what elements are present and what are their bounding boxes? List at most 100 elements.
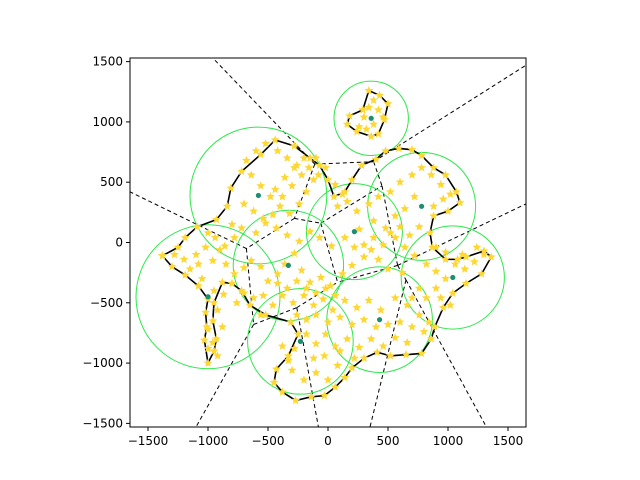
data-point — [347, 175, 357, 184]
data-point — [315, 233, 324, 242]
data-point — [374, 105, 383, 114]
data-point — [431, 266, 441, 276]
data-point — [263, 276, 273, 285]
cluster-center — [419, 203, 425, 209]
x-tick-label: 1000 — [433, 434, 464, 448]
data-point — [167, 262, 177, 271]
data-point — [210, 233, 220, 242]
coverage-circle — [247, 288, 354, 395]
data-point — [364, 86, 374, 95]
data-point — [270, 135, 280, 144]
data-point — [294, 199, 304, 208]
data-point — [354, 122, 364, 131]
data-point — [249, 206, 258, 215]
y-tick-label: −500 — [90, 296, 123, 310]
data-point — [401, 350, 411, 359]
data-point — [354, 342, 364, 352]
data-point — [323, 375, 333, 384]
data-point — [429, 163, 438, 172]
x-tick-label: −500 — [252, 434, 285, 448]
data-point — [374, 129, 383, 138]
data-point — [299, 153, 309, 162]
data-point — [222, 201, 232, 210]
data-point — [294, 236, 304, 245]
data-point — [350, 353, 359, 362]
data-point — [311, 153, 321, 162]
data-point — [284, 351, 293, 360]
data-point — [290, 163, 299, 172]
data-point — [311, 368, 321, 377]
axes-frame — [129, 57, 527, 428]
data-point — [417, 151, 426, 160]
data-point — [405, 230, 414, 239]
data-point — [191, 250, 201, 259]
data-point — [256, 149, 266, 159]
data-point — [304, 163, 314, 172]
data-point — [446, 300, 455, 309]
data-point — [366, 131, 376, 141]
data-point — [218, 277, 227, 286]
data-point — [293, 329, 303, 338]
data-point — [345, 111, 354, 120]
data-point — [203, 324, 213, 333]
data-point — [282, 283, 292, 292]
data-point — [212, 215, 221, 224]
data-point — [316, 272, 326, 282]
data-point — [350, 242, 359, 251]
data-point — [460, 264, 470, 273]
data-point — [359, 252, 369, 261]
data-point — [203, 344, 213, 353]
data-point — [209, 286, 219, 295]
data-point — [477, 269, 486, 278]
data-point — [378, 240, 388, 249]
data-point — [371, 154, 381, 163]
data-point — [407, 170, 417, 179]
data-point — [371, 322, 381, 331]
data-point — [197, 274, 207, 283]
data-point — [278, 291, 287, 300]
data-point — [230, 269, 239, 278]
data-point — [219, 289, 228, 299]
x-axis: −1500 −1000 −500 0 500 1000 1500 — [128, 427, 524, 448]
data-point — [342, 334, 352, 343]
data-point — [200, 335, 209, 344]
data-point — [278, 341, 287, 350]
data-point — [410, 251, 419, 260]
cluster-center — [368, 115, 374, 121]
data-point — [436, 180, 446, 189]
data-point — [209, 346, 219, 355]
data-point — [261, 139, 270, 148]
data-point — [208, 338, 218, 347]
data-point — [390, 333, 400, 342]
data-point — [426, 334, 436, 343]
data-point — [226, 183, 236, 192]
data-point — [328, 305, 338, 314]
data-point — [180, 270, 190, 279]
data-point — [426, 170, 436, 179]
data-point — [458, 250, 467, 259]
y-tick-label: −1000 — [82, 356, 123, 370]
y-tick-label: 1000 — [92, 115, 123, 129]
data-point — [329, 192, 339, 201]
data-point — [383, 319, 393, 329]
data-point — [340, 233, 350, 242]
data-point — [369, 216, 378, 225]
data-point — [302, 315, 311, 324]
data-point — [273, 146, 282, 155]
data-point — [309, 175, 318, 184]
data-point — [338, 269, 347, 278]
data-point — [479, 250, 489, 259]
data-point — [273, 278, 282, 288]
data-point — [321, 283, 330, 292]
data-point — [381, 223, 390, 232]
coverage-circle — [305, 183, 403, 281]
data-point — [330, 341, 340, 350]
data-point — [359, 240, 369, 249]
data-point — [194, 281, 203, 290]
data-point — [369, 233, 378, 242]
x-tick-label: 1500 — [493, 434, 524, 448]
data-point — [309, 300, 318, 309]
data-point — [390, 211, 400, 220]
data-point — [239, 199, 249, 208]
